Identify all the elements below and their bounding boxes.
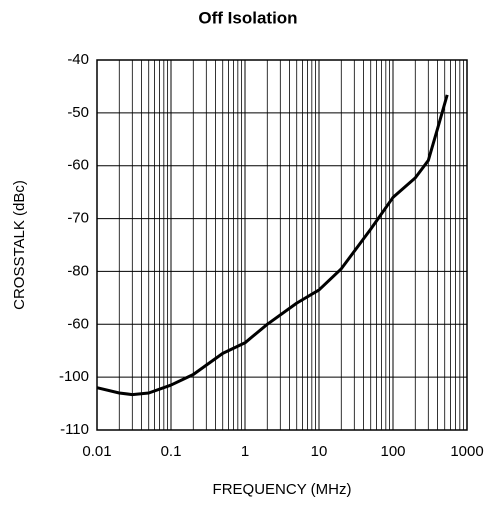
line-series (96, 94, 449, 397)
x-axis-label: FREQUENCY (MHz) (213, 481, 352, 498)
x-tick-label: 0.01 (82, 443, 111, 460)
y-tick-label: -60 (67, 315, 89, 332)
x-tick-label: 1000 (450, 443, 483, 460)
x-tick-label: 10 (311, 443, 328, 460)
x-tick-label: 0.1 (161, 443, 182, 460)
y-tick-label: -100 (59, 368, 89, 385)
x-tick-label: 100 (380, 443, 405, 460)
y-axis-label: CROSSTALK (dBc) (11, 180, 28, 310)
x-tick-label: 1 (241, 443, 249, 460)
y-tick-label: -80 (67, 262, 89, 279)
y-tick-label: -40 (67, 51, 89, 68)
plot-frame (96, 59, 468, 431)
y-tick-label: -60 (67, 157, 89, 174)
y-tick-label: -110 (60, 421, 89, 438)
chart-title: Off Isolation (198, 8, 297, 27)
y-tick-label: -50 (67, 104, 89, 121)
y-tick-label: -70 (67, 210, 89, 227)
